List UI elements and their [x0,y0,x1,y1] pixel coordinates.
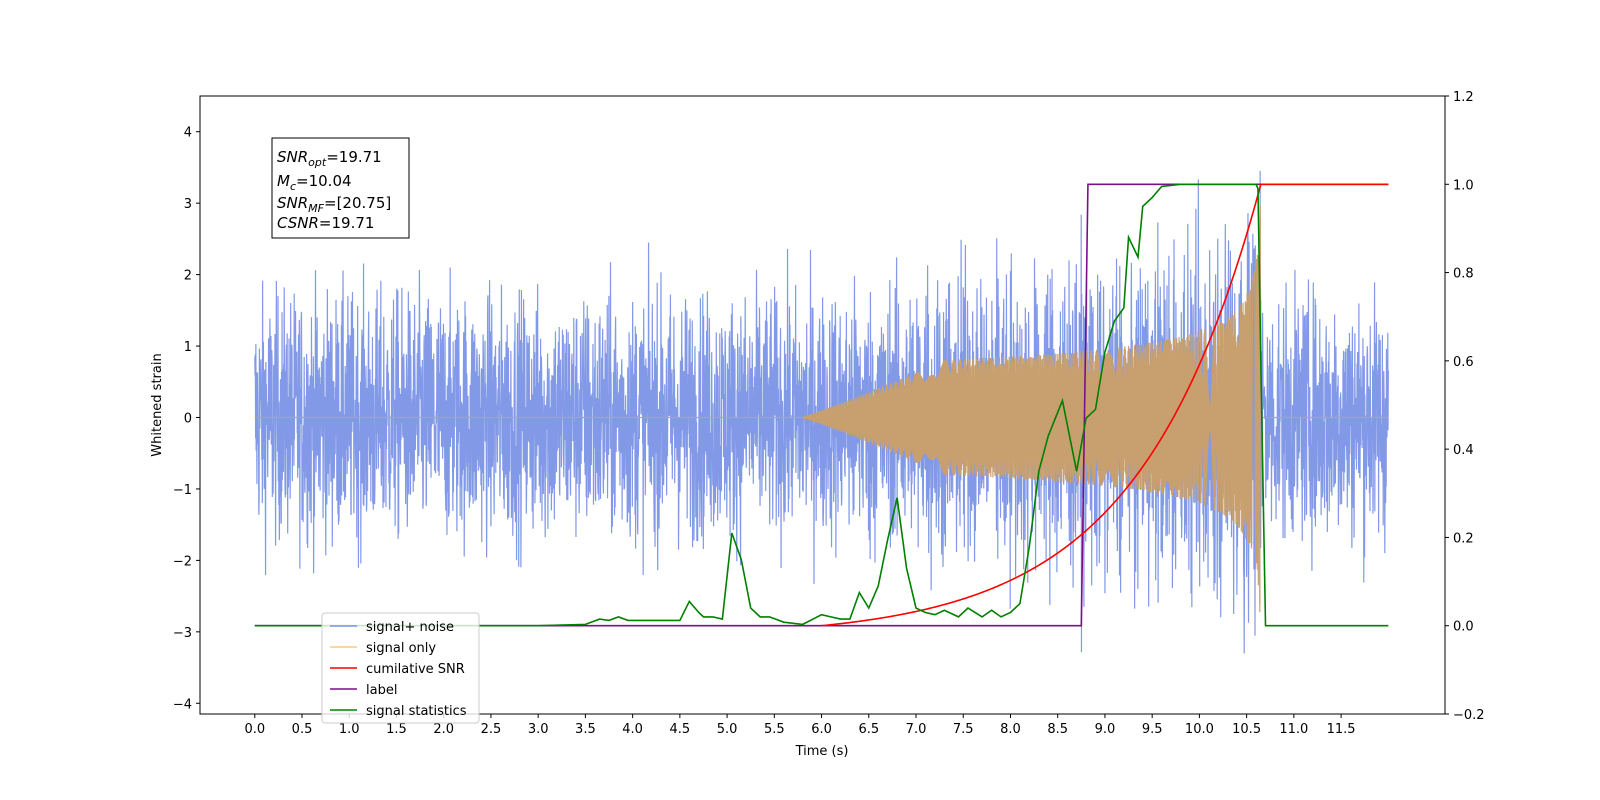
y-right-tick-label: 0.0 [1453,620,1474,635]
y-axis-right-ticks: 1.2 1.0 0.8 0.6 0.4 0.2 0.0 −0.2 [1445,90,1485,723]
x-tick-label: 3.5 [575,722,596,737]
x-tick-label: 1.0 [339,722,360,737]
y-right-tick-label: −0.2 [1453,708,1485,723]
legend-label: signal only [366,641,436,656]
x-tick-label: 8.0 [1000,722,1021,737]
plot-frame [199,95,1446,715]
x-tick-label: 0.5 [292,722,313,737]
stat-snr-mf: SNRMF=[20.75] [277,194,391,215]
x-tick-label: 7.0 [906,722,927,737]
x-tick-label: 5.5 [764,722,785,737]
x-tick-label: 6.0 [811,722,832,737]
stat-mc: Mc=10.04 [277,172,352,193]
series-cumulative-snr [821,183,1389,627]
legend-label: label [366,683,397,698]
x-tick-label: 5.0 [717,722,738,737]
x-tick-label: 3.0 [528,722,549,737]
y-left-tick-label: 2 [184,269,192,284]
x-tick-label: 4.5 [670,722,691,737]
x-tick-label: 6.5 [858,722,879,737]
x-tick-label: 1.5 [386,722,407,737]
plot-lines [254,170,1389,654]
x-tick-label: 2.5 [481,722,502,737]
x-axis-ticks: 0.0 0.5 1.0 1.5 2.0 2.5 3.0 3.5 4.0 4.5 5.0 5.5 6.0 6… [244,714,1356,737]
y-left-tick-label: 1 [184,340,192,355]
x-tick-label: 9.5 [1142,722,1163,737]
x-axis-label: Time (s) [795,744,849,759]
series-signal-statistics [254,183,1389,627]
stat-snr-opt: SNRopt=19.71 [277,148,382,169]
legend-label: signal statistics [366,704,467,719]
legend-label: signal+ noise [366,620,454,635]
x-tick-label: 10.0 [1185,722,1214,737]
y-right-tick-label: 1.0 [1453,178,1474,193]
y-left-tick-label: −1 [173,483,192,498]
x-tick-label: 7.5 [953,722,974,737]
x-tick-label: 8.5 [1047,722,1068,737]
x-tick-label: 11.5 [1327,722,1356,737]
x-tick-label: 10.5 [1232,722,1261,737]
y-left-tick-label: −3 [173,626,192,641]
y-axis-left-ticks: 4 3 2 1 0 −1 −2 −3 −4 [173,126,200,712]
stat-csnr: CSNR=19.71 [277,214,374,232]
y-right-tick-label: 0.6 [1453,355,1474,370]
y-right-tick-label: 0.8 [1453,267,1474,282]
y-left-tick-label: −2 [173,554,192,569]
y-left-tick-label: 3 [184,197,192,212]
stats-box: SNRopt=19.71 Mc=10.04 SNRMF=[20.75] CSNR… [271,137,410,239]
y-right-tick-label: 0.4 [1453,443,1474,458]
series-signal-only [254,205,1389,613]
legend: signal+ noise signal only cumilative SNR la… [321,612,480,724]
x-tick-label: 0.0 [244,722,265,737]
x-tick-label: 11.0 [1279,722,1308,737]
y-axis-label: Whitened strain [150,353,165,456]
x-tick-label: 2.0 [433,722,454,737]
legend-label: cumilative SNR [366,662,465,677]
y-right-tick-label: 1.2 [1453,90,1474,105]
y-right-tick-label: 0.2 [1453,531,1474,546]
x-tick-label: 4.0 [622,722,643,737]
y-left-tick-label: 0 [184,412,192,427]
y-left-tick-label: 4 [184,126,192,141]
x-tick-label: 9.0 [1095,722,1116,737]
y-left-tick-label: −4 [173,697,192,712]
